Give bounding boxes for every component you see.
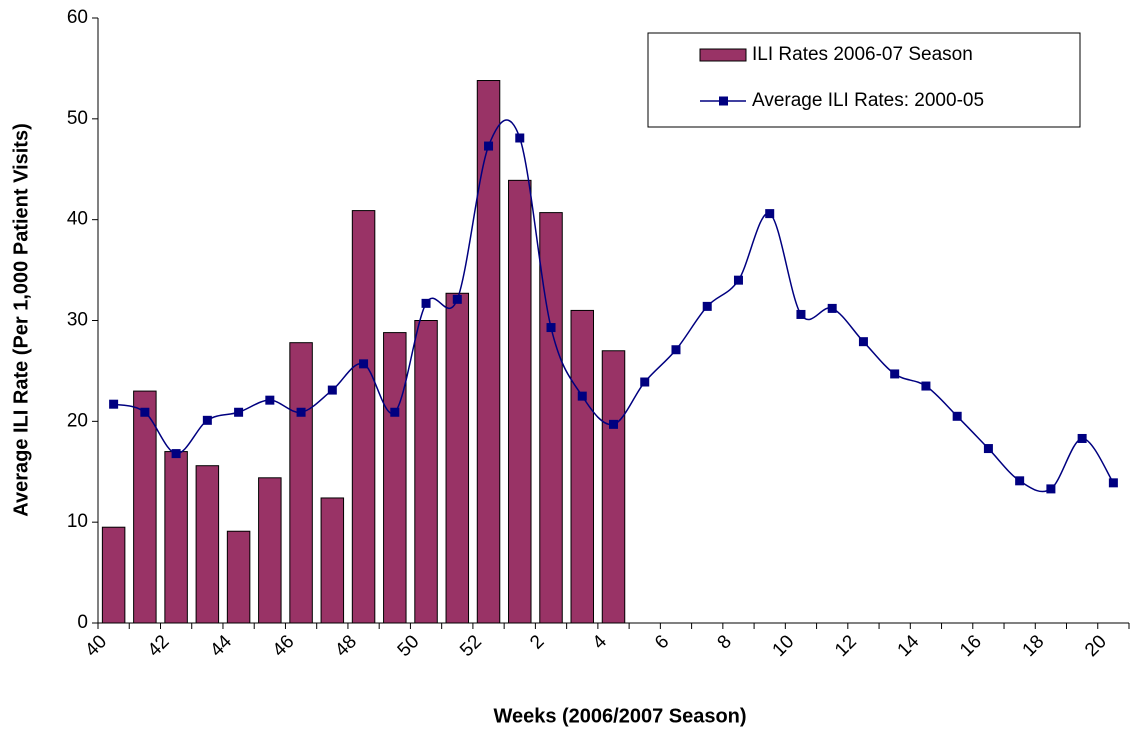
line-marker (390, 407, 400, 417)
line-marker (234, 407, 244, 417)
line-marker (515, 133, 525, 143)
bar (508, 179, 532, 624)
bar (101, 526, 126, 624)
x-axis-title: Weeks (2006/2007 Season) (493, 705, 746, 727)
line-marker (327, 385, 337, 395)
line-marker (733, 275, 743, 285)
line-marker (952, 411, 962, 421)
y-tick-label: 0 (77, 612, 88, 633)
y-tick-label: 10 (67, 511, 88, 532)
bar (133, 390, 157, 624)
line-marker (421, 298, 431, 308)
bar (258, 477, 282, 624)
legend-label: ILI Rates 2006-07 Season (752, 44, 973, 65)
line-marker (109, 399, 119, 409)
line-marker (702, 301, 712, 311)
bar (164, 451, 188, 624)
line-marker (827, 303, 837, 313)
legend-swatch (699, 48, 747, 62)
y-tick-label: 50 (67, 108, 88, 129)
legend-label: Average ILI Rates: 2000-05 (752, 90, 984, 111)
line-marker (140, 407, 150, 417)
line-marker (921, 381, 931, 391)
line-marker (577, 391, 587, 401)
y-axis-title: Average ILI Rate (Per 1,000 Patient Visi… (10, 123, 32, 517)
line-marker (1046, 484, 1056, 494)
line-marker (609, 419, 618, 429)
line-marker (546, 323, 556, 333)
bar (320, 497, 345, 624)
line-marker (858, 337, 868, 347)
bar (289, 342, 313, 624)
bar (601, 350, 626, 624)
line-marker (983, 444, 993, 454)
y-tick-label: 60 (67, 7, 88, 28)
line-marker (1015, 476, 1025, 486)
bar (383, 332, 407, 624)
line-marker (796, 309, 806, 319)
bar (539, 212, 563, 624)
bar (195, 465, 220, 624)
line-marker (765, 209, 775, 219)
line-marker (671, 345, 681, 355)
bar (476, 80, 501, 624)
bar (414, 320, 438, 624)
line-marker (1108, 478, 1118, 488)
line-marker (171, 449, 181, 459)
line-marker (452, 294, 462, 304)
line (113, 119, 1115, 493)
y-tick-label: 20 (67, 410, 88, 431)
line-marker (359, 359, 369, 369)
y-tick-label: 30 (67, 310, 88, 331)
line-marker (1077, 433, 1087, 443)
bar (570, 309, 595, 624)
line-marker (484, 141, 494, 151)
line-marker (296, 407, 306, 417)
line-marker (890, 369, 900, 379)
line-marker (265, 395, 275, 405)
line-marker (640, 377, 650, 387)
line-marker (202, 415, 212, 425)
bar (351, 210, 376, 624)
bar (226, 530, 251, 624)
bar (445, 292, 470, 624)
y-tick-label: 40 (67, 209, 88, 230)
legend-swatch (719, 96, 728, 106)
